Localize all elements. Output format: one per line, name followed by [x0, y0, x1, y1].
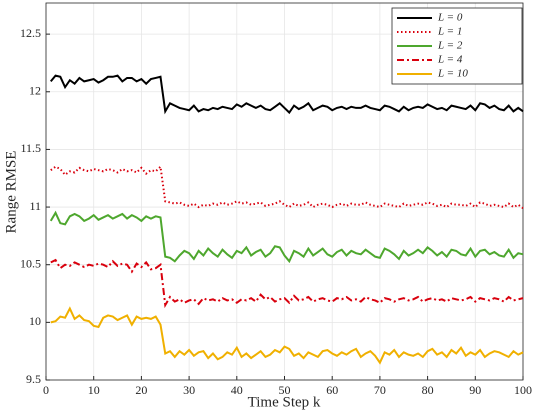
- x-tick-label: 70: [374, 383, 386, 397]
- y-tick-label: 10: [29, 314, 41, 328]
- series-line: [50, 164, 524, 210]
- x-tick-label: 50: [279, 383, 291, 397]
- x-tick-label: 80: [422, 383, 434, 397]
- legend-label: L = 0: [437, 12, 463, 24]
- series-line: [50, 306, 524, 365]
- plot-frame: [45, 2, 524, 381]
- x-tick-label: 10: [88, 383, 100, 397]
- x-tick-label: 100: [514, 383, 532, 397]
- x-tick-label: 90: [469, 383, 481, 397]
- y-tick-label: 12.5: [20, 26, 41, 40]
- x-tick-label: 0: [43, 383, 49, 397]
- y-tick-label: 12: [29, 84, 41, 98]
- y-tick-label: 11.5: [20, 141, 41, 155]
- y-tick-label: 9.5: [26, 372, 41, 386]
- legend-label: L = 2: [437, 40, 463, 52]
- x-tick-label: 20: [135, 383, 147, 397]
- legend-label: L = 1: [437, 26, 462, 38]
- y-axis-label: Range RMSE: [3, 151, 19, 234]
- series-line: [50, 258, 524, 309]
- x-tick-label: 40: [231, 383, 243, 397]
- x-tick-label: 30: [183, 383, 195, 397]
- x-axis-label: Time Step k: [248, 394, 321, 410]
- y-tick-label: 10.5: [20, 256, 41, 270]
- y-tick-label: 11: [29, 199, 41, 213]
- legend-label: L = 10: [437, 68, 468, 80]
- series-line: [49, 210, 524, 264]
- series-line: [49, 74, 524, 115]
- legend-label: L = 4: [437, 54, 463, 66]
- x-tick-label: 60: [326, 383, 338, 397]
